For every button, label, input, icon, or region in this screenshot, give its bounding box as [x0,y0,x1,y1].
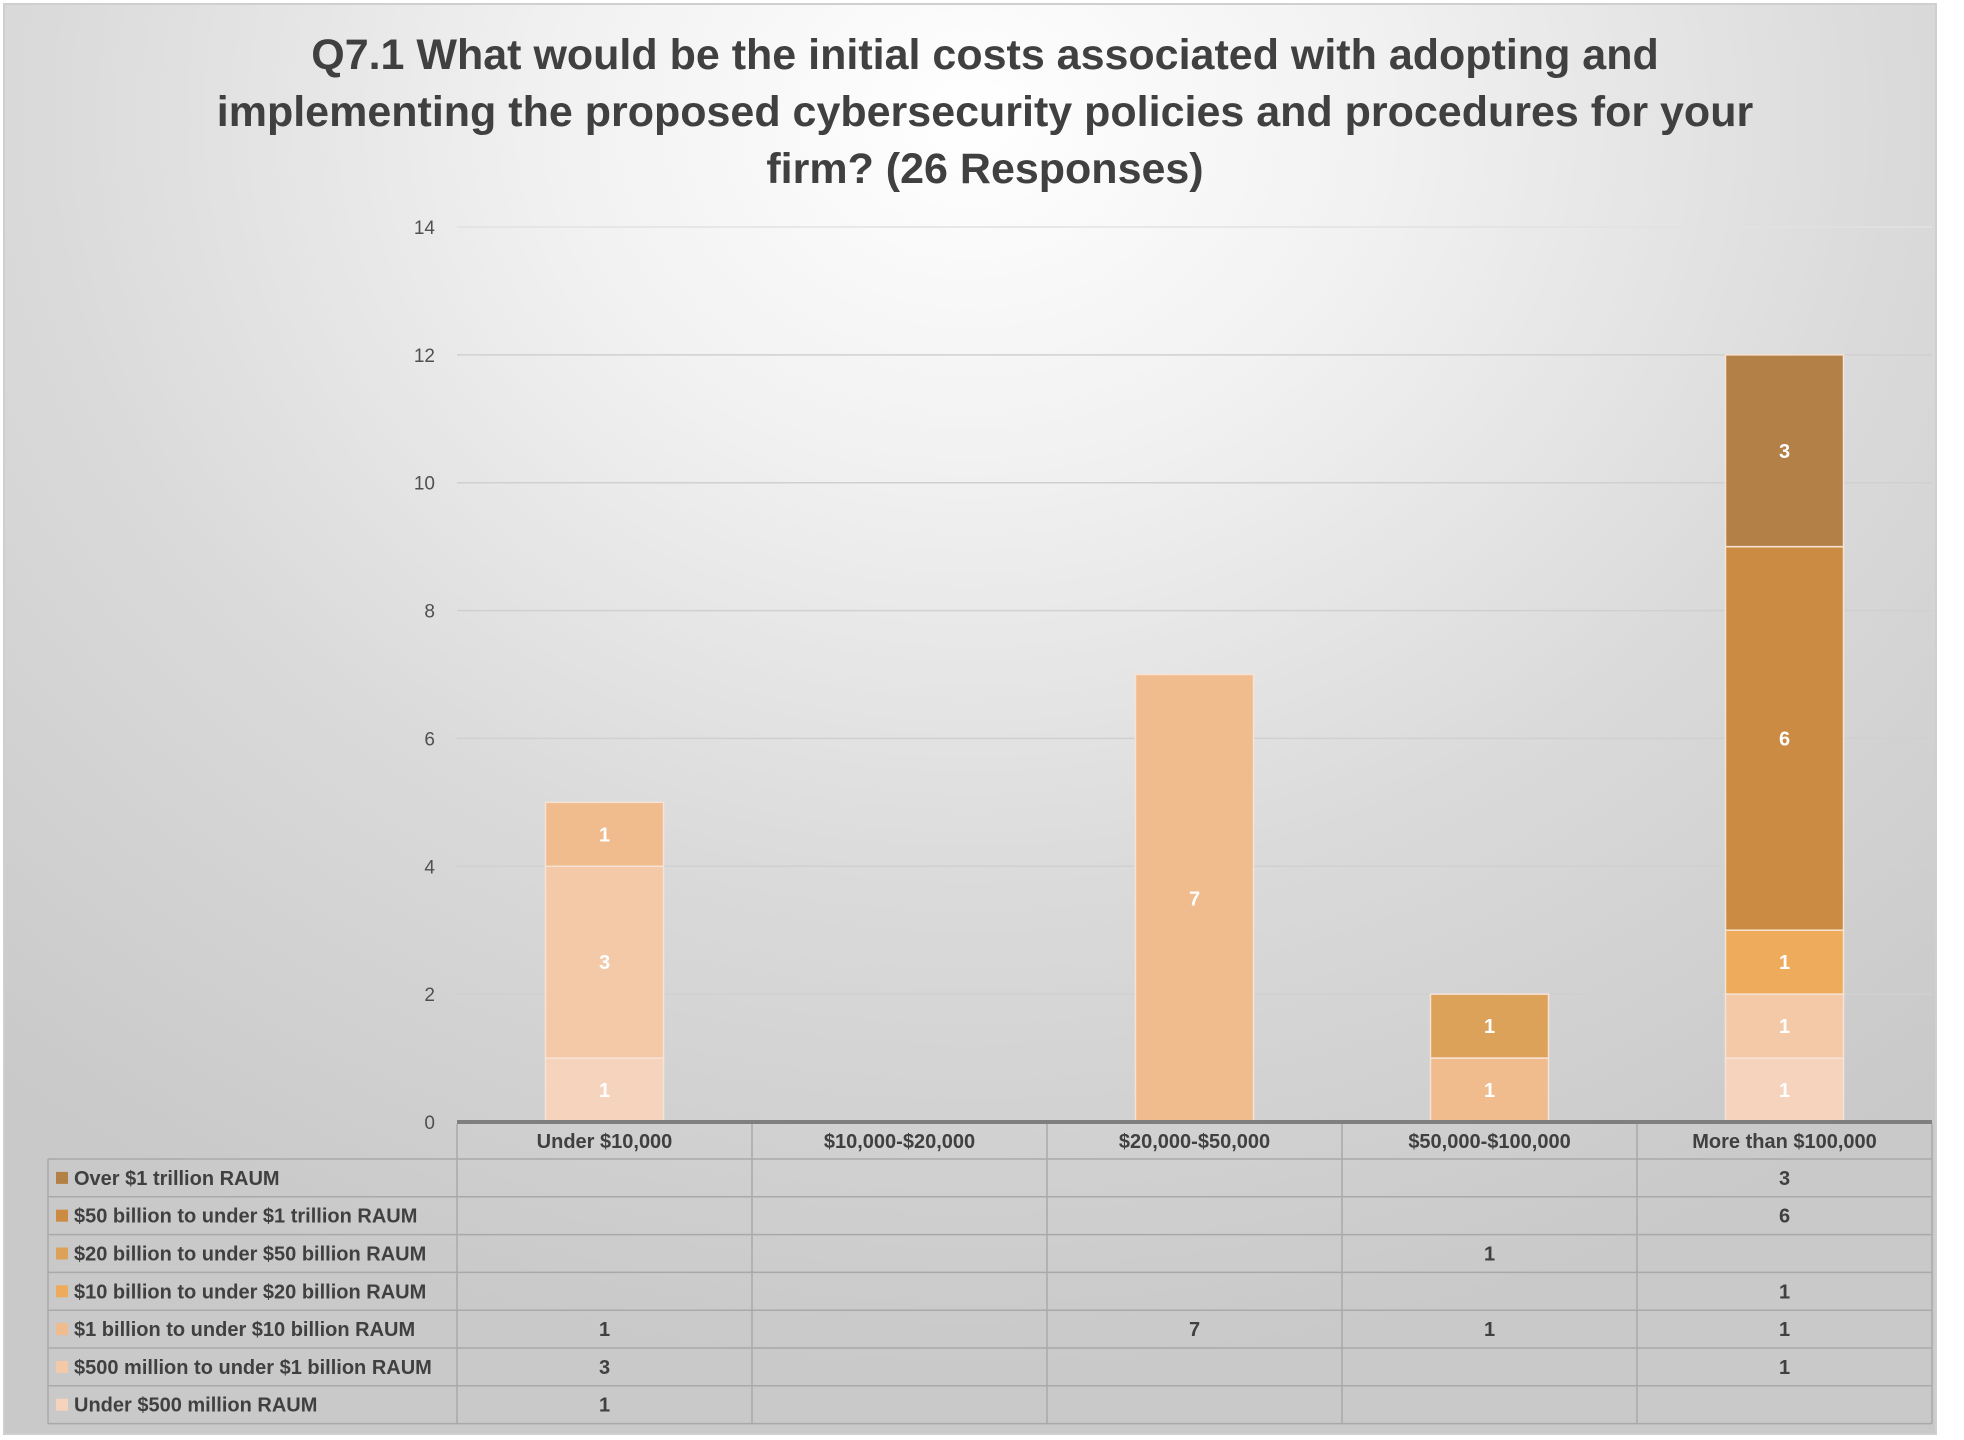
table-cell-value: 7 [1189,1319,1200,1341]
table-cell-value: 1 [1779,1357,1790,1379]
y-tick-label: 4 [424,857,435,878]
x-category-label: $20,000-$50,000 [1119,1131,1270,1153]
bar-segment [544,865,665,1059]
bar-segment [1429,1057,1550,1123]
bar-segment [1724,354,1845,548]
legend-key [56,1209,68,1222]
legend-key [56,1285,68,1298]
table-cell-value: 1 [599,1319,610,1341]
legend-label: $10 billion to under $20 billion RAUM [74,1281,426,1303]
legend-label: $500 million to under $1 billion RAUM [74,1357,432,1379]
data-label: 1 [1484,1080,1495,1102]
data-label: 1 [1779,952,1790,974]
bar-segment [1724,545,1845,931]
bar-segment [1724,1057,1845,1123]
data-label: 1 [1484,1016,1495,1038]
data-label: 1 [1779,1080,1790,1102]
table-cell-value: 1 [1484,1244,1495,1266]
table-cell-value: 1 [1484,1319,1495,1341]
y-tick-label: 6 [424,729,435,750]
legend-label: $50 billion to under $1 trillion RAUM [74,1206,417,1228]
bar-segment [544,1057,665,1123]
y-tick-label: 8 [424,602,435,623]
table-cell-value: 6 [1779,1206,1790,1228]
y-tick-label: 12 [414,346,435,367]
legend-label: Over $1 trillion RAUM [74,1168,280,1190]
legend-key [56,1247,68,1260]
y-tick-label: 10 [414,474,435,495]
table-cell-value: 1 [1779,1319,1790,1341]
legend-key [56,1323,68,1336]
data-label: 1 [599,824,610,846]
bar-segment [1724,993,1845,1059]
data-label: 7 [1189,888,1200,910]
gridlines: 0 2 4 6 8 10 12 14 [414,218,1932,1134]
table-cell-value: 1 [599,1395,610,1417]
bar-segment [1134,673,1255,1123]
bars: 1 3 1 7 1 1 1 1 1 6 3 [457,354,1932,1124]
data-label: 3 [599,952,610,974]
data-label: 6 [1779,728,1790,750]
x-category-label: More than $100,000 [1692,1131,1877,1153]
bar-segment [544,801,665,868]
data-table: Under $10,000 $10,000-$20,000 $20,000-$50,… [47,1124,1933,1425]
data-label: 1 [599,1080,610,1102]
bar-segment [1429,993,1550,1059]
legend-label: Under $500 million RAUM [74,1395,317,1417]
chart-title: Q7.1 What would be the initial costs ass… [216,31,1754,193]
legend-label: $1 billion to under $10 billion RAUM [74,1319,415,1341]
x-category-label: Under $10,000 [537,1131,673,1153]
y-tick-label: 14 [414,218,436,239]
y-tick-label: 0 [424,1113,435,1134]
x-category-label: $10,000-$20,000 [824,1131,975,1153]
y-tick-label: 2 [424,985,435,1006]
table-cell-value: 3 [599,1357,610,1379]
legend-key [56,1171,68,1184]
legend-key [56,1398,68,1411]
legend-key [56,1360,68,1373]
x-category-label: $50,000-$100,000 [1408,1131,1570,1153]
table-cell-value: 1 [1779,1281,1790,1303]
legend-label: $20 billion to under $50 billion RAUM [74,1244,426,1266]
data-label: 3 [1779,441,1790,463]
table-cell-value: 3 [1779,1168,1790,1190]
data-label: 1 [1779,1016,1790,1038]
